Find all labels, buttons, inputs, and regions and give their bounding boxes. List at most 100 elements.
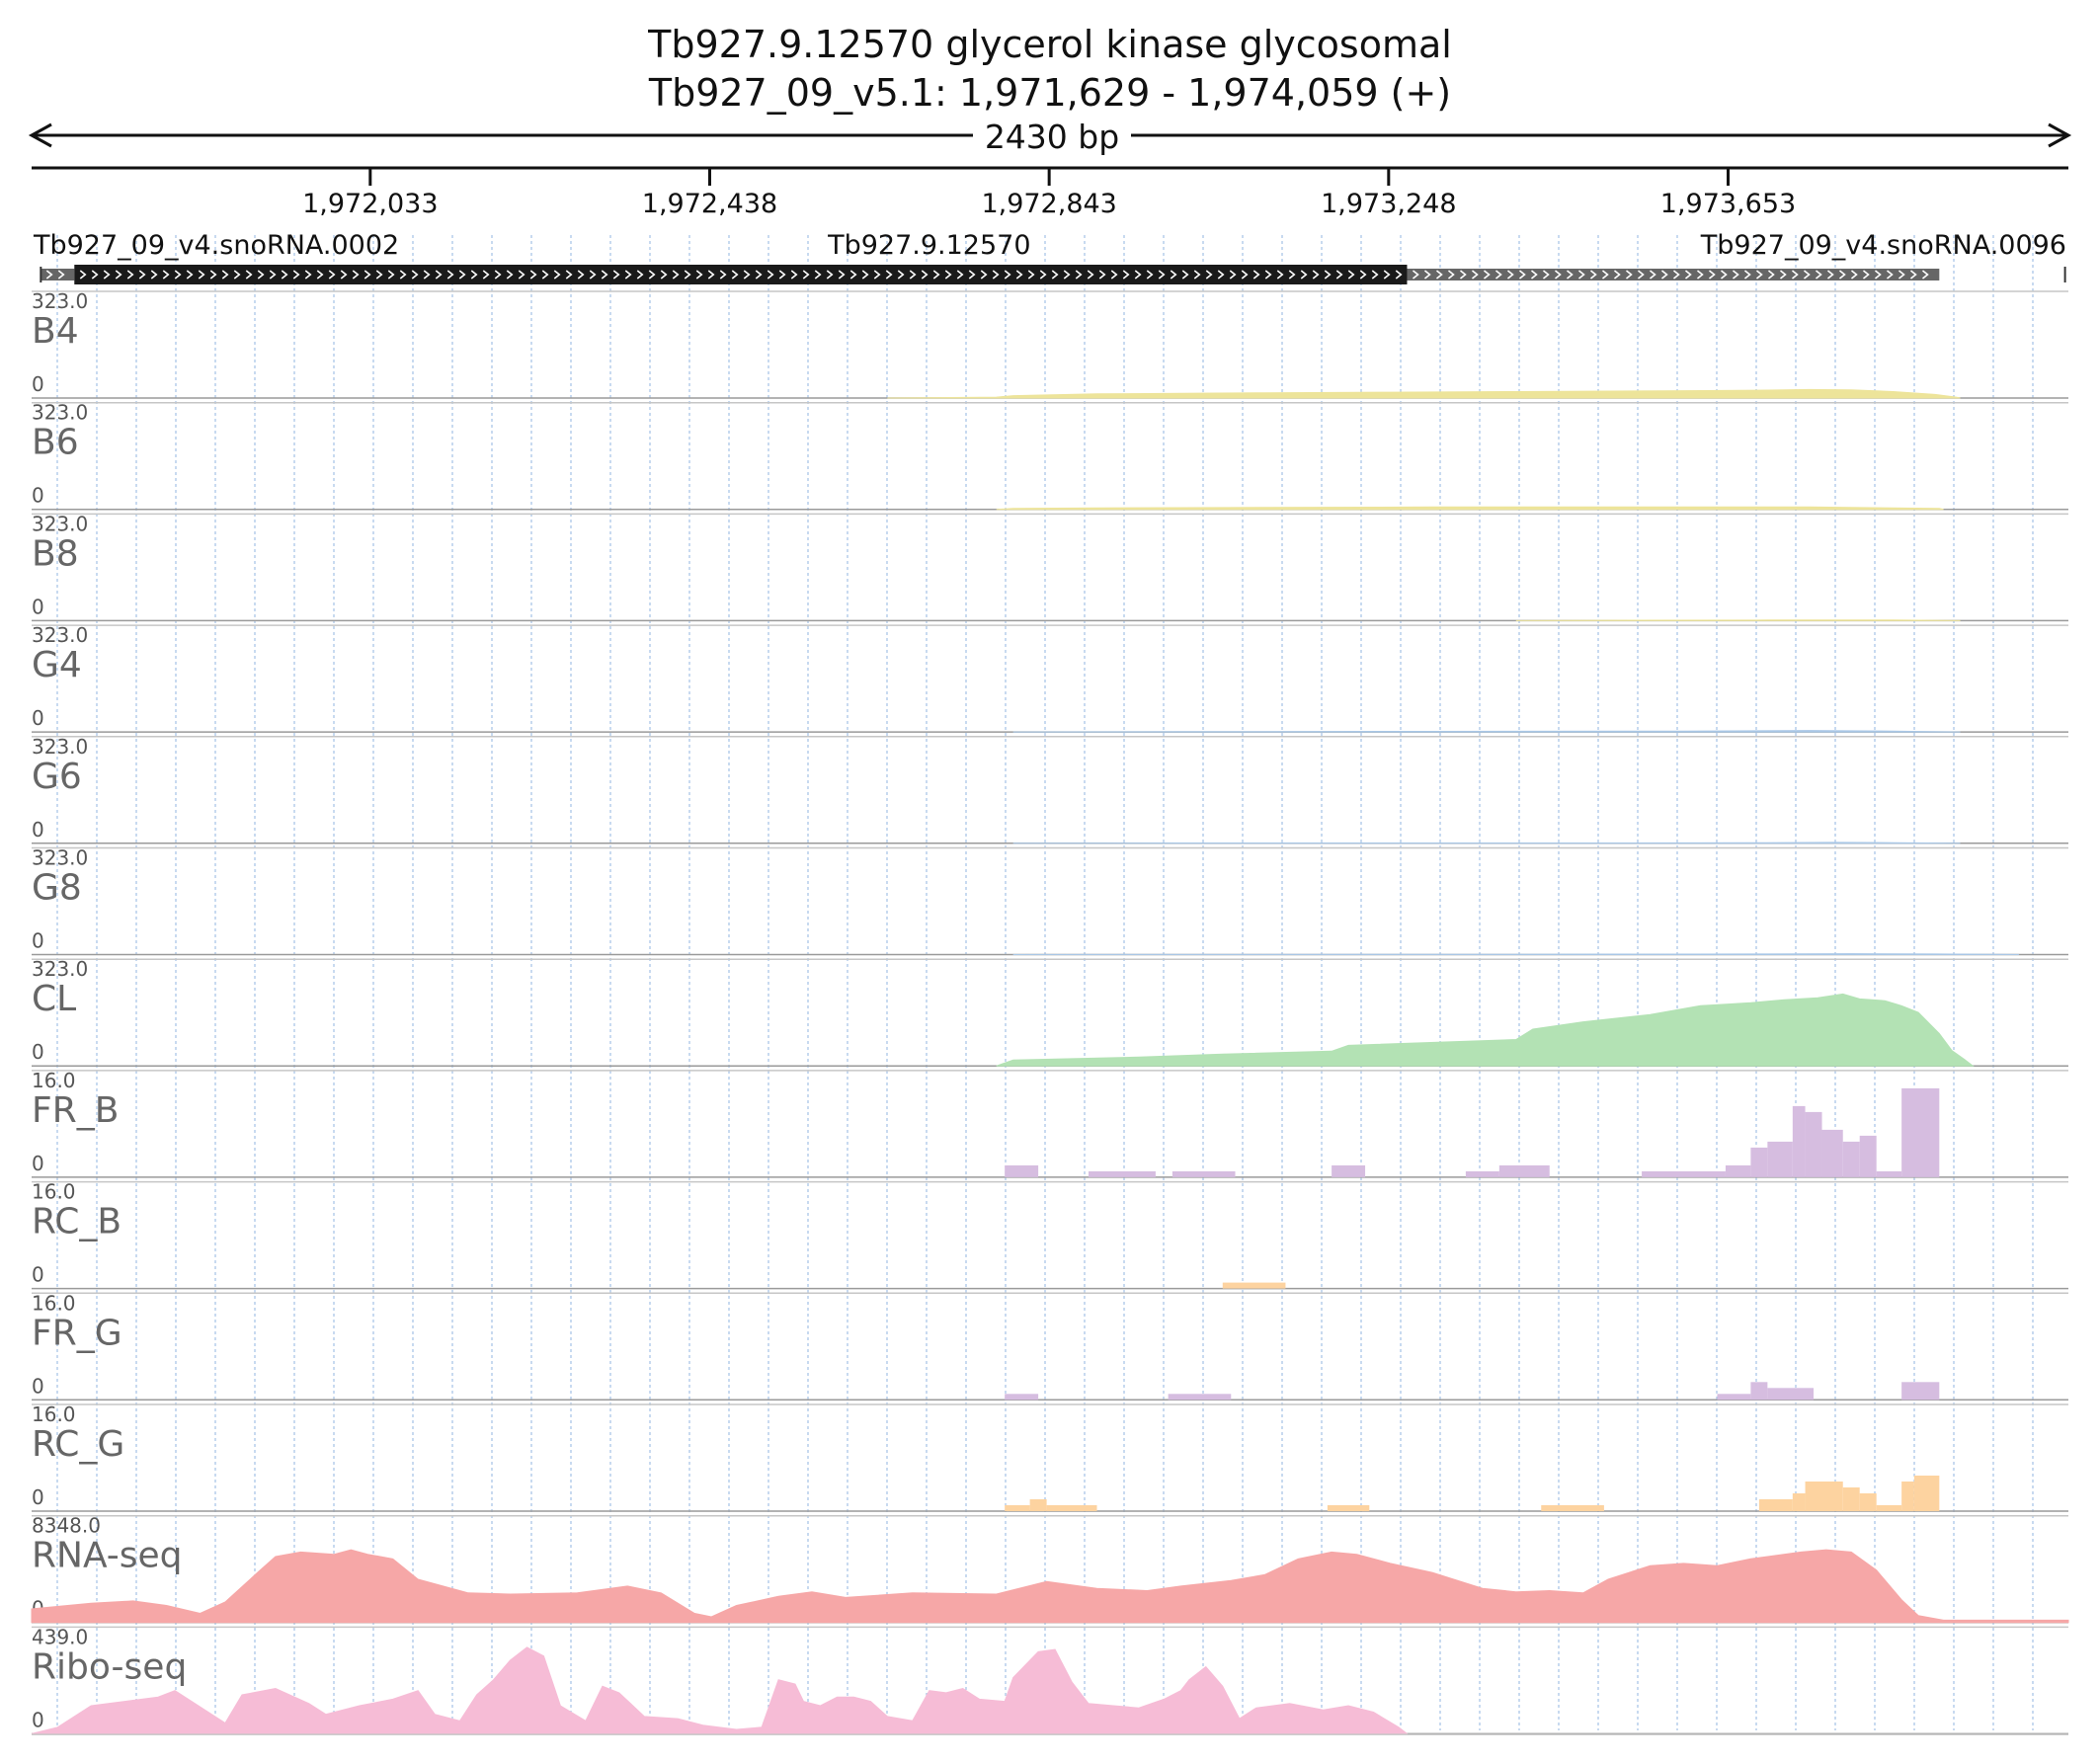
strand-arrow-icon — [281, 270, 288, 280]
track-name-label: RC_G — [32, 1424, 124, 1465]
track-name-label: B8 — [32, 533, 79, 574]
coverage-bar — [1792, 1105, 1806, 1177]
strand-arrow-icon — [1767, 270, 1775, 280]
track-g6: 323.0G6 0 — [32, 735, 2068, 844]
strand-arrow-icon — [1359, 270, 1367, 280]
strand-arrow-icon — [1530, 270, 1538, 280]
track-name-label: G8 — [32, 868, 82, 909]
strand-arrow-icon — [1625, 270, 1633, 280]
strand-arrow-icon — [1601, 270, 1609, 280]
track-min-label: 0 — [32, 929, 44, 953]
strand-arrow-icon — [1241, 270, 1249, 280]
strand-arrow-icon — [482, 270, 490, 280]
strand-arrow-icon — [932, 270, 940, 280]
track-max-label: 16.0 — [32, 1180, 76, 1204]
strand-arrow-icon — [1803, 270, 1811, 280]
track-min-label: 0 — [32, 595, 44, 618]
coverage-bar — [1859, 1135, 1877, 1177]
strand-arrow-icon — [1146, 270, 1154, 280]
strand-arrow-icon — [553, 270, 561, 280]
strand-arrow-icon — [541, 270, 549, 280]
strand-arrow-icon — [233, 270, 241, 280]
track-b8: 323.0B8 0 — [32, 512, 2068, 622]
strand-arrow-icon — [1577, 270, 1585, 280]
coverage-bar — [1901, 1382, 1940, 1401]
strand-arrow-icon — [1063, 270, 1071, 280]
coverage-bar — [1758, 1499, 1793, 1511]
coverage-bar — [1821, 1129, 1843, 1177]
strand-arrow-icon — [257, 270, 265, 280]
strand-arrow-icon — [1264, 270, 1272, 280]
track-min-label: 0 — [32, 1708, 44, 1731]
coverage-bar — [1767, 1141, 1793, 1177]
strand-arrow-icon — [1252, 270, 1260, 280]
coverage-area — [1012, 953, 2019, 955]
coverage-bar — [1465, 1170, 1499, 1177]
strand-arrow-icon — [1335, 270, 1343, 280]
strand-arrow-icon — [1170, 270, 1177, 280]
coverage-area — [1012, 730, 1961, 733]
strand-arrow-icon — [873, 270, 881, 280]
strand-arrow-icon — [838, 270, 846, 280]
strand-arrow-icon — [1134, 270, 1142, 280]
strand-arrow-icon — [387, 270, 395, 280]
strand-arrow-icon — [1649, 270, 1656, 280]
strand-arrow-icon — [980, 270, 988, 280]
coverage-bar — [1842, 1487, 1860, 1511]
track-max-label: 323.0 — [32, 401, 88, 425]
strand-arrow-icon — [1288, 270, 1296, 280]
strand-arrow-icon — [352, 270, 360, 280]
track-max-label: 323.0 — [32, 623, 88, 647]
strand-arrow-icon — [565, 270, 573, 280]
strand-arrow-icon — [1874, 270, 1882, 280]
strand-arrow-icon — [1791, 270, 1799, 280]
strand-arrow-icon — [1566, 270, 1574, 280]
track-max-label: 323.0 — [32, 957, 88, 981]
strand-arrow-icon — [1300, 270, 1308, 280]
strand-arrow-icon — [174, 270, 182, 280]
strand-arrow-icon — [672, 270, 680, 280]
strand-arrow-icon — [245, 270, 253, 280]
coverage-area — [1515, 619, 1961, 621]
strand-arrow-icon — [79, 270, 87, 280]
strand-arrow-icon — [660, 270, 668, 280]
strand-arrow-icon — [1039, 270, 1047, 280]
x-tick-label: 1,972,843 — [981, 189, 1116, 219]
track-max-label: 16.0 — [32, 1291, 76, 1315]
coverage-bar — [1859, 1493, 1877, 1511]
strand-arrow-icon — [1423, 270, 1431, 280]
strand-arrow-icon — [790, 270, 798, 280]
strand-arrow-icon — [435, 270, 443, 280]
strand-arrow-icon — [1850, 270, 1858, 280]
x-tick-label: 1,973,248 — [1321, 189, 1456, 219]
track-name-label: B6 — [32, 423, 79, 463]
strand-arrow-icon — [198, 270, 205, 280]
coverage-bar — [1913, 1476, 1940, 1511]
coverage-bar — [1541, 1505, 1604, 1511]
strand-arrow-icon — [209, 270, 217, 280]
strand-arrow-icon — [849, 270, 857, 280]
strand-arrow-icon — [1158, 270, 1166, 280]
coverage-bar — [1498, 1164, 1550, 1177]
strand-arrow-icon — [1193, 270, 1201, 280]
strand-arrow-icon — [1229, 270, 1237, 280]
track-max-label: 323.0 — [32, 289, 88, 313]
strand-arrow-icon — [316, 270, 324, 280]
x-tick-label: 1,972,033 — [302, 189, 438, 219]
coverage-bar — [1717, 1394, 1751, 1401]
strand-arrow-icon — [1075, 270, 1083, 280]
strand-arrow-icon — [624, 270, 632, 280]
strand-arrow-icon — [518, 270, 525, 280]
strand-arrow-icon — [1554, 270, 1562, 280]
coverage-bar — [1876, 1170, 1902, 1177]
track-fr_b: 16.0FR_B 0 — [32, 1069, 2068, 1178]
strand-arrow-icon — [423, 270, 431, 280]
strand-arrow-icon — [707, 270, 715, 280]
strand-arrow-icon — [304, 270, 312, 280]
strand-arrow-icon — [648, 270, 656, 280]
strand-arrow-icon — [162, 270, 170, 280]
strand-arrow-icon — [1862, 270, 1870, 280]
strand-arrow-icon — [494, 270, 502, 280]
strand-arrow-icon — [1542, 270, 1550, 280]
